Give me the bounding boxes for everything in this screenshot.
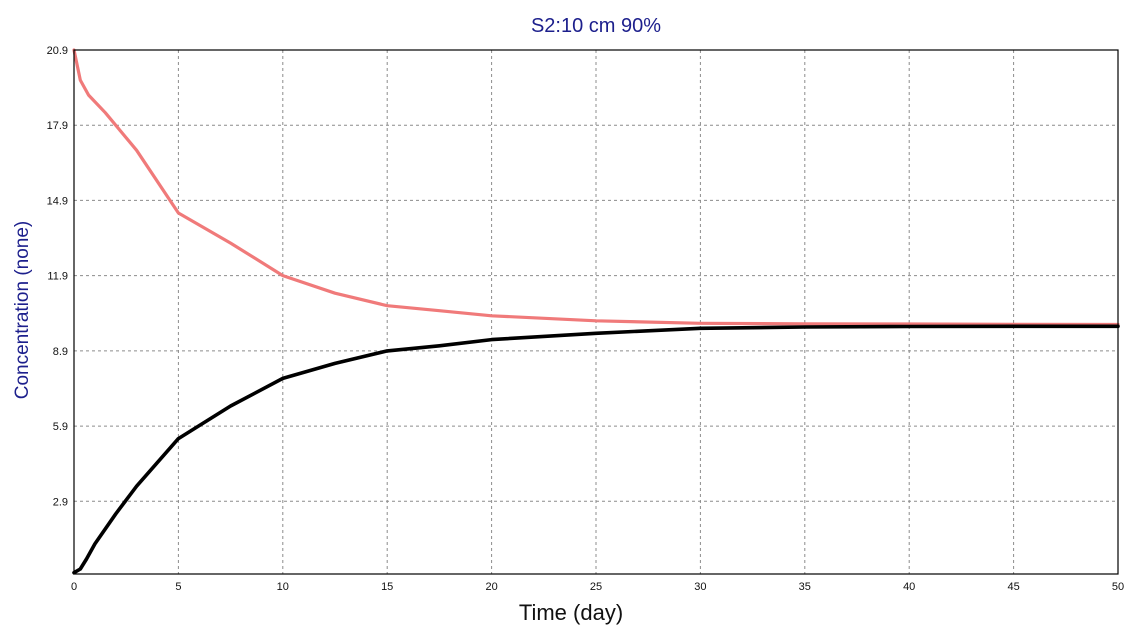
- y-tick-label: 20.9: [47, 45, 68, 57]
- series-line-1: [72, 48, 1120, 327]
- y-tick-label: 14.9: [47, 195, 68, 207]
- series-line-2: [72, 324, 1120, 575]
- x-tick-label: 0: [71, 581, 77, 593]
- x-tick-label: 30: [694, 581, 706, 593]
- x-tick-label: 20: [485, 581, 497, 593]
- grid-lines: [74, 50, 1118, 574]
- x-tick-label: 5: [175, 581, 181, 593]
- y-tick-label: 5.9: [53, 421, 68, 433]
- y-tick-label: 2.9: [53, 496, 68, 508]
- tick-labels: 0 5 10 15 20 25 30 35 40 45 50 2.9 5.9 8.9 11.9 14.9 17.…: [47, 45, 1124, 593]
- x-axis-label: Time (day): [519, 600, 623, 625]
- x-tick-label: 40: [903, 581, 915, 593]
- plot-frame: [73, 49, 1119, 575]
- chart-title: S2:10 cm 90%: [531, 15, 661, 37]
- x-tick-label: 35: [799, 581, 811, 593]
- x-tick-label: 25: [590, 581, 602, 593]
- y-axis-label: Concentration (none): [12, 221, 33, 400]
- x-tick-label: 45: [1007, 581, 1019, 593]
- y-tick-label: 11.9: [47, 271, 68, 283]
- y-tick-label: 17.9: [47, 120, 68, 132]
- x-tick-label: 10: [277, 581, 289, 593]
- x-tick-label: 15: [381, 581, 393, 593]
- y-tick-label: 8.9: [53, 346, 68, 358]
- x-tick-label: 50: [1112, 581, 1124, 593]
- series-lines: [72, 48, 1120, 575]
